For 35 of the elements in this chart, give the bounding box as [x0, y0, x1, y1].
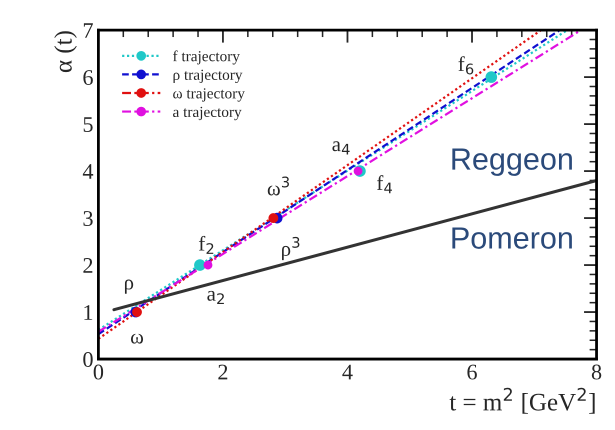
y-tick-label: 7: [84, 23, 93, 38]
point: [354, 166, 362, 176]
annotation: f$_{4}$: [377, 175, 392, 194]
x-tick-label: 0: [94, 364, 104, 380]
y-axis-title: α (t): [54, 31, 77, 72]
point: [486, 71, 498, 83]
point: [204, 260, 212, 270]
annotation: ρ: [124, 280, 134, 294]
annotation: a$_{2}$: [207, 290, 224, 304]
x-tick-label: 8: [592, 364, 602, 380]
legend-label: ρ trajectory: [174, 70, 242, 84]
y-tick-label: 4: [82, 164, 94, 179]
annotation: Reggeon: [452, 148, 572, 176]
annotation: ρ$^{3}$: [282, 236, 300, 260]
point: [194, 259, 206, 271]
annotation: ω: [130, 334, 144, 344]
y-tick-label: 3: [83, 211, 93, 226]
legend-label: f trajectory: [173, 50, 240, 64]
legend-label: a trajectory: [173, 106, 242, 120]
y-tick-label: 1: [84, 305, 92, 320]
annotation: ω$^{3}$: [268, 176, 289, 196]
y-tick-label: 0: [83, 352, 93, 367]
point: [268, 213, 278, 223]
annotation: f$_{6}$: [458, 56, 474, 74]
legend-label: ω trajectory: [173, 88, 245, 102]
annotation: f$_{2}$: [198, 236, 214, 254]
y-tick-label: 6: [83, 70, 93, 86]
x-tick-label: 6: [467, 364, 477, 380]
y-tick-label: 5: [84, 117, 93, 132]
annotation: a$_{4}$: [332, 141, 350, 154]
annotation: Pomeron: [452, 228, 572, 249]
x-tick-label: 2: [218, 364, 228, 380]
x-tick-label: 4: [342, 364, 353, 380]
y-tick-label: 2: [83, 258, 92, 273]
x-axis-title: t = m$^{2}$ [GeV$^{2}$]: [450, 388, 595, 414]
